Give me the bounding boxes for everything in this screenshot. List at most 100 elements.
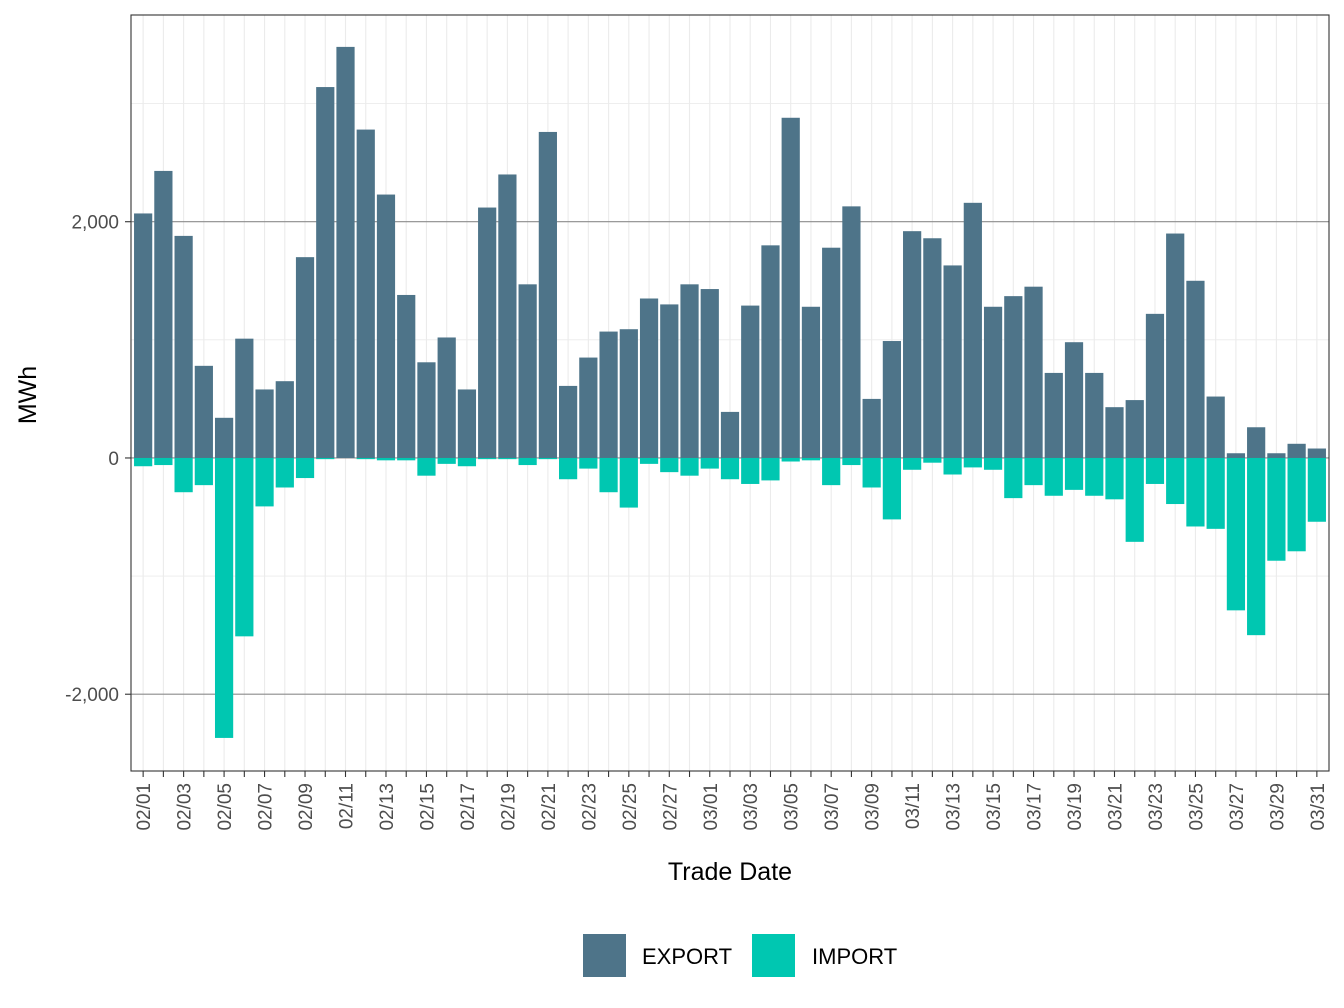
x-tick-label: 02/03 — [175, 783, 196, 831]
legend: EXPORT IMPORT — [583, 934, 897, 977]
y-axis-title: MWh — [14, 366, 42, 424]
bar-import-03-24 — [1166, 457, 1185, 505]
bar-export-02-07 — [255, 389, 274, 458]
y-tick-label: -2,000 — [65, 685, 119, 706]
bar-import-02-19 — [498, 457, 517, 460]
bar-import-03-22 — [1125, 457, 1144, 542]
x-tick-label: 03/23 — [1146, 783, 1167, 831]
bar-export-03-03 — [741, 305, 760, 458]
bar-export-02-14 — [397, 294, 416, 458]
bar-export-02-24 — [599, 331, 618, 458]
legend-key-import — [752, 934, 795, 977]
bar-import-02-07 — [255, 457, 274, 507]
bar-export-03-11 — [903, 231, 922, 458]
bar-export-03-23 — [1145, 313, 1165, 458]
bar-export-03-02 — [720, 411, 740, 458]
bar-export-02-28 — [680, 284, 699, 458]
bar-export-02-13 — [376, 194, 396, 458]
bar-import-02-24 — [599, 457, 618, 493]
bar-export-02-19 — [498, 174, 517, 458]
bar-export-03-18 — [1044, 372, 1063, 458]
bar-import-03-10 — [882, 457, 901, 520]
bar-export-03-17 — [1024, 286, 1043, 458]
bar-export-03-31 — [1307, 448, 1326, 458]
bar-import-03-07 — [822, 457, 841, 486]
x-tick-label: 02/13 — [377, 783, 398, 831]
x-tick-label: 02/07 — [256, 783, 277, 831]
bar-export-03-09 — [862, 398, 881, 458]
x-tick-label: 02/25 — [620, 783, 641, 831]
bar-import-03-02 — [720, 457, 740, 480]
x-tick-label: 03/11 — [903, 783, 924, 829]
bar-import-03-13 — [943, 457, 962, 475]
legend-label-import: IMPORT — [812, 944, 897, 969]
bar-export-02-15 — [417, 362, 436, 458]
bar-export-02-06 — [235, 338, 254, 458]
bar-import-03-04 — [761, 457, 780, 481]
x-tick-label: 02/19 — [498, 783, 519, 831]
bar-import-02-13 — [376, 457, 396, 461]
bar-export-03-21 — [1105, 407, 1124, 458]
bar-import-03-31 — [1307, 457, 1326, 522]
x-tick-label: 03/19 — [1065, 783, 1086, 831]
bar-export-03-08 — [842, 206, 861, 458]
legend-key-export — [583, 934, 626, 977]
bar-export-03-22 — [1125, 400, 1144, 458]
bar-import-03-19 — [1064, 457, 1084, 490]
x-tick-label: 03/21 — [1105, 783, 1126, 831]
bar-import-03-26 — [1206, 457, 1225, 529]
bar-import-03-03 — [741, 457, 760, 484]
x-axis-title: Trade Date — [668, 858, 792, 886]
x-axis: 02/01 02/03 02/05 02/07 02/09 02/11 02/13 02/15… — [134, 771, 1329, 831]
bar-import-02-20 — [518, 457, 537, 466]
bar-import-02-23 — [579, 457, 598, 469]
bar-export-02-22 — [559, 385, 578, 458]
bar-export-02-25 — [619, 329, 638, 458]
bar-export-03-10 — [882, 341, 901, 458]
x-tick-label: 02/09 — [296, 783, 317, 831]
x-tick-label: 02/15 — [417, 783, 438, 831]
bar-import-02-04 — [194, 457, 213, 486]
bar-import-02-12 — [356, 457, 375, 460]
bar-import-03-16 — [1004, 457, 1023, 499]
x-tick-label: 03/31 — [1308, 783, 1329, 831]
bar-export-03-01 — [700, 289, 719, 458]
x-tick-label: 03/13 — [944, 783, 965, 831]
bar-export-03-13 — [943, 265, 962, 458]
bar-import-02-16 — [437, 457, 456, 464]
bar-import-03-15 — [983, 457, 1003, 470]
bar-export-03-24 — [1166, 233, 1185, 458]
bar-import-03-28 — [1247, 457, 1266, 636]
x-tick-label: 02/27 — [660, 783, 681, 831]
bar-export-02-10 — [316, 87, 335, 458]
bar-import-03-23 — [1145, 457, 1165, 484]
x-tick-label: 03/03 — [741, 783, 762, 831]
bar-export-03-06 — [801, 306, 821, 458]
x-tick-label: 03/17 — [1025, 783, 1046, 831]
bar-import-03-30 — [1287, 457, 1306, 552]
bar-import-02-15 — [417, 457, 436, 476]
y-tick-label: 2,000 — [71, 213, 119, 234]
bar-export-02-11 — [336, 46, 355, 458]
bar-import-02-17 — [457, 457, 477, 467]
x-tick-label: 03/25 — [1186, 783, 1207, 831]
bar-import-03-12 — [923, 457, 942, 463]
bar-export-02-17 — [457, 389, 477, 458]
bar-export-02-27 — [660, 304, 679, 458]
y-tick-label: 0 — [108, 449, 119, 470]
bar-import-03-27 — [1226, 457, 1246, 611]
bar-import-02-01 — [134, 457, 153, 467]
bars — [134, 46, 1326, 738]
bar-export-02-20 — [518, 284, 537, 458]
x-tick-label: 03/07 — [822, 783, 843, 831]
x-tick-label: 02/11 — [337, 783, 358, 829]
x-tick-label: 02/05 — [215, 783, 236, 831]
x-tick-label: 03/27 — [1227, 783, 1248, 831]
bar-export-03-07 — [822, 247, 841, 458]
bar-export-02-09 — [295, 257, 315, 458]
bar-import-02-02 — [154, 457, 173, 466]
bar-export-03-30 — [1287, 443, 1306, 458]
bar-import-02-27 — [660, 457, 679, 473]
x-tick-label: 03/29 — [1267, 783, 1288, 831]
